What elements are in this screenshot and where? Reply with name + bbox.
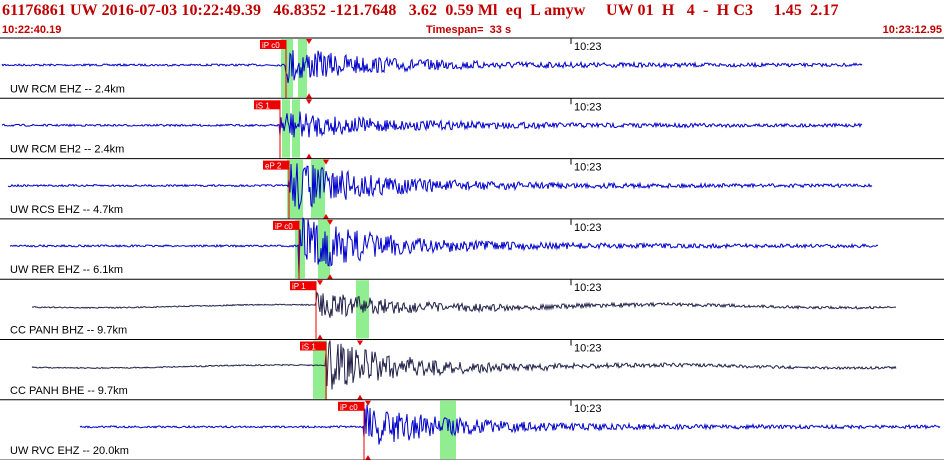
arrival-marker-top — [365, 400, 371, 406]
seismogram-waveform — [31, 291, 897, 318]
station-label: CC PANH BHZ -- 9.7km — [10, 325, 127, 337]
seismogram-waveform — [31, 340, 897, 390]
pick-tag[interactable] — [260, 40, 286, 49]
clock-label: 10:23 — [574, 162, 602, 174]
trace-row[interactable]: iP c0 10:23 UW RCM EHZ -- 2.4km — [0, 38, 944, 99]
clock-label: 10:23 — [574, 403, 602, 415]
clock-label: 10:23 — [574, 41, 602, 53]
station-label: CC PANH BHE -- 9.7km — [10, 385, 128, 397]
station-label: UW RCM EH2 -- 2.4km — [10, 144, 124, 156]
arrival-marker-top — [306, 39, 312, 44]
pick-tag-text: eP 2 — [265, 162, 282, 171]
seismogram-waveform — [1, 50, 863, 84]
seismogram-waveform — [79, 404, 941, 445]
arrival-marker-bottom — [357, 394, 363, 400]
window-end-time: 10:23:12.95 — [882, 24, 942, 36]
arrival-marker-top — [306, 99, 312, 105]
arrival-marker-bottom — [317, 334, 323, 340]
station-label: UW RVC EHZ -- 20.0km — [10, 445, 129, 457]
trace-row[interactable]: iP c0 10:23 UW RVC EHZ -- 20.0km — [0, 399, 944, 460]
seismogram-waveform — [1, 111, 863, 138]
clock-label: 10:23 — [574, 343, 602, 355]
station-label: UW RER EHZ -- 6.1km — [10, 264, 123, 276]
pick-tag-text: iP c0 — [275, 222, 293, 231]
pick-tag[interactable] — [263, 160, 289, 170]
pick-tag-text: iP 1 — [292, 282, 306, 291]
arrival-marker-top — [327, 219, 333, 225]
pick-tag[interactable] — [290, 281, 316, 291]
timespan-label: Timespan= 33 s — [426, 24, 512, 36]
arrival-marker-bottom — [306, 153, 312, 159]
clock-label: 10:23 — [574, 282, 602, 294]
arrival-marker-bottom — [365, 455, 371, 460]
event-summary-title: 61176861 UW 2016-07-03 10:22:49.39 46.83… — [2, 2, 839, 19]
seismogram-waveform — [9, 217, 879, 276]
trace-row[interactable]: iS 1 10:23 UW RCM EH2 -- 2.4km — [0, 98, 944, 160]
arrival-marker-top — [323, 159, 329, 165]
pick-tag-text: iS 1 — [256, 101, 270, 110]
arrival-marker-top — [357, 340, 363, 346]
trace-row[interactable]: iS 1 10:23 CC PANH BHE -- 9.7km — [0, 339, 944, 401]
pick-tag-text: iP c0 — [262, 41, 280, 50]
arrival-marker-bottom — [306, 93, 312, 99]
pick-tag-text: iP c0 — [340, 403, 358, 412]
station-label: UW RCS EHZ -- 4.7km — [10, 204, 123, 216]
trace-row[interactable]: iP 1 10:23 CC PANH BHZ -- 9.7km — [0, 279, 944, 340]
pick-tag[interactable] — [254, 100, 280, 110]
trace-row[interactable]: iP c0 10:23 UW RER EHZ -- 6.1km — [0, 217, 944, 280]
arrival-marker-bottom — [323, 213, 329, 219]
station-label: UW RCM EHZ -- 2.4km — [10, 83, 125, 95]
seismogram-waveform — [7, 163, 873, 210]
clock-label: 10:23 — [574, 101, 602, 113]
pick-tag[interactable] — [300, 341, 326, 351]
window-start-time: 10:22:40.19 — [2, 24, 62, 36]
pick-tag[interactable] — [338, 401, 364, 411]
clock-label: 10:23 — [574, 222, 602, 234]
pick-window — [282, 99, 290, 158]
pick-window — [313, 340, 327, 399]
arrival-marker-bottom — [327, 274, 333, 280]
event-header: 61176861 UW 2016-07-03 10:22:49.39 46.83… — [0, 0, 944, 38]
pick-tag-text: iS 1 — [302, 343, 316, 352]
pick-tag[interactable] — [273, 220, 299, 230]
arrival-marker-top — [317, 280, 323, 286]
trace-row[interactable]: eP 2 10:23 UW RCS EHZ -- 4.7km — [0, 158, 944, 220]
